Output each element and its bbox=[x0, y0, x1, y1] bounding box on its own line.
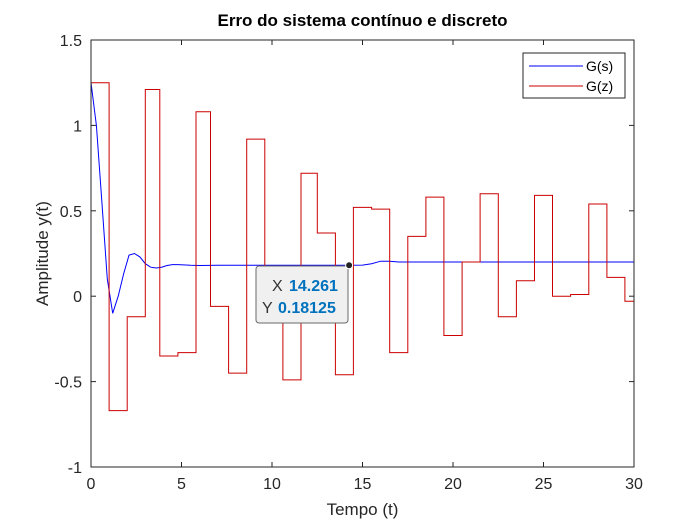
series-line-g-s bbox=[90, 82, 634, 314]
datatip-x-value: 14.261 bbox=[289, 278, 338, 295]
y-tick-label: -0.5 bbox=[54, 375, 82, 392]
x-tick-label: 0 bbox=[87, 476, 96, 493]
legend-label-g-z: G(z) bbox=[586, 78, 613, 94]
y-tick-label: 1 bbox=[73, 118, 82, 135]
chart-title: Erro do sistema contínuo e discreto bbox=[217, 11, 507, 30]
x-tick-label: 20 bbox=[444, 476, 462, 493]
x-tick-label: 25 bbox=[535, 476, 553, 493]
legend-box bbox=[522, 52, 626, 99]
datatip[interactable]: X 14.261 Y 0.18125 bbox=[255, 261, 354, 324]
legend[interactable]: G(s) G(z) bbox=[522, 52, 626, 99]
x-tick-label: 10 bbox=[263, 476, 281, 493]
datatip-box bbox=[255, 265, 349, 324]
y-tick-label: 0 bbox=[73, 289, 82, 306]
x-tick-label: 5 bbox=[177, 476, 186, 493]
series-layer bbox=[90, 82, 635, 412]
ticks-layer: 0 5 10 15 20 25 30 -1 -0.5 0 0.5 1 1.5 bbox=[54, 33, 643, 493]
y-tick-label: 0.5 bbox=[60, 204, 82, 221]
y-tick-label: 1.5 bbox=[60, 33, 82, 50]
y-axis-label: Amplitude y(t) bbox=[33, 201, 52, 306]
y-tick-label: -1 bbox=[68, 460, 82, 477]
plot-area bbox=[91, 40, 634, 467]
series-line-g-z bbox=[91, 82, 635, 412]
datatip-y-value: 0.18125 bbox=[278, 300, 336, 317]
x-tick-label: 15 bbox=[354, 476, 372, 493]
datatip-marker[interactable] bbox=[345, 261, 354, 270]
x-tick-label: 30 bbox=[625, 476, 643, 493]
datatip-x-label: X bbox=[272, 278, 283, 295]
datatip-y-label: Y bbox=[262, 300, 273, 317]
x-axis-label: Tempo (t) bbox=[327, 500, 399, 519]
legend-label-g-s: G(s) bbox=[586, 58, 613, 74]
